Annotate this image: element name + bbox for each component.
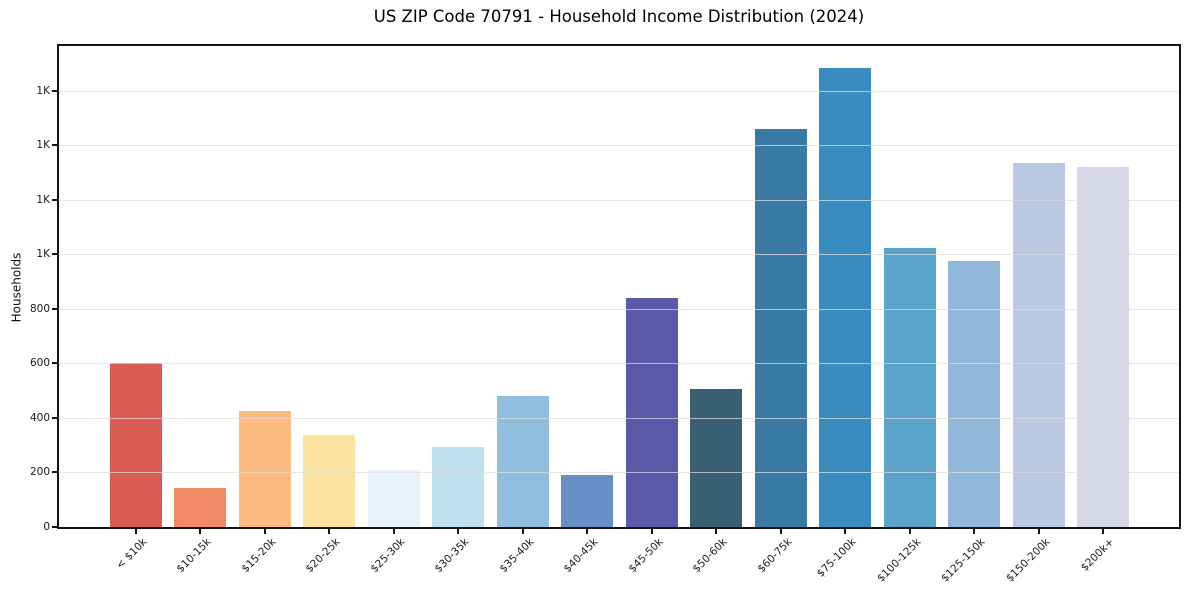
y-tick-mark [52,253,57,256]
x-tick-mark [715,529,718,534]
y-tick-label: 200 [29,466,50,479]
bar [625,297,678,527]
bar [174,488,227,527]
bar [819,67,872,527]
y-tick-label: 1K [36,139,50,152]
bar [367,470,420,527]
y-tick-label: 1K [36,193,50,206]
bar [110,363,162,527]
y-tick-mark [52,144,57,147]
y-tick-mark [52,471,57,474]
y-tick-label: 1K [36,84,50,97]
y-tick-label: 0 [43,521,50,533]
bar [496,395,549,527]
bar [303,434,356,527]
x-tick-mark [328,529,331,534]
x-tick-mark [199,529,202,534]
x-tick-mark [779,529,782,534]
x-tick-mark [650,529,653,534]
bar [1012,162,1065,527]
bar [561,474,614,527]
x-tick-mark [1037,529,1040,534]
x-tick-label: < $10k [113,536,150,572]
y-tick-mark [52,362,57,365]
bar [432,447,485,527]
x-tick-mark [392,529,395,534]
x-tick-mark [844,529,847,534]
bar [948,261,1001,527]
x-tick-mark [1102,529,1105,534]
y-tick-label: 1K [36,248,50,261]
bars-layer [59,46,1179,527]
x-tick-mark [586,529,589,534]
x-tick-mark [263,529,266,534]
x-tick-mark [908,529,911,534]
y-tick-mark [52,307,57,310]
y-tick-label: 400 [29,411,50,424]
y-tick-mark [52,89,57,92]
x-tick-mark [521,529,524,534]
y-tick-label: 600 [29,357,50,370]
y-tick-label: 800 [29,302,50,315]
y-tick-mark [52,526,57,528]
chart-title: US ZIP Code 70791 - Household Income Dis… [373,7,865,26]
x-tick-mark [135,529,137,534]
x-tick-mark [457,529,460,534]
bar [883,247,936,527]
x-tick-mark [973,529,976,534]
bar [1077,167,1130,527]
y-tick-mark [52,416,57,419]
plot-area [57,44,1181,529]
y-tick-mark [52,198,57,201]
bar [690,388,743,527]
bar [754,129,807,527]
bar [238,411,291,527]
